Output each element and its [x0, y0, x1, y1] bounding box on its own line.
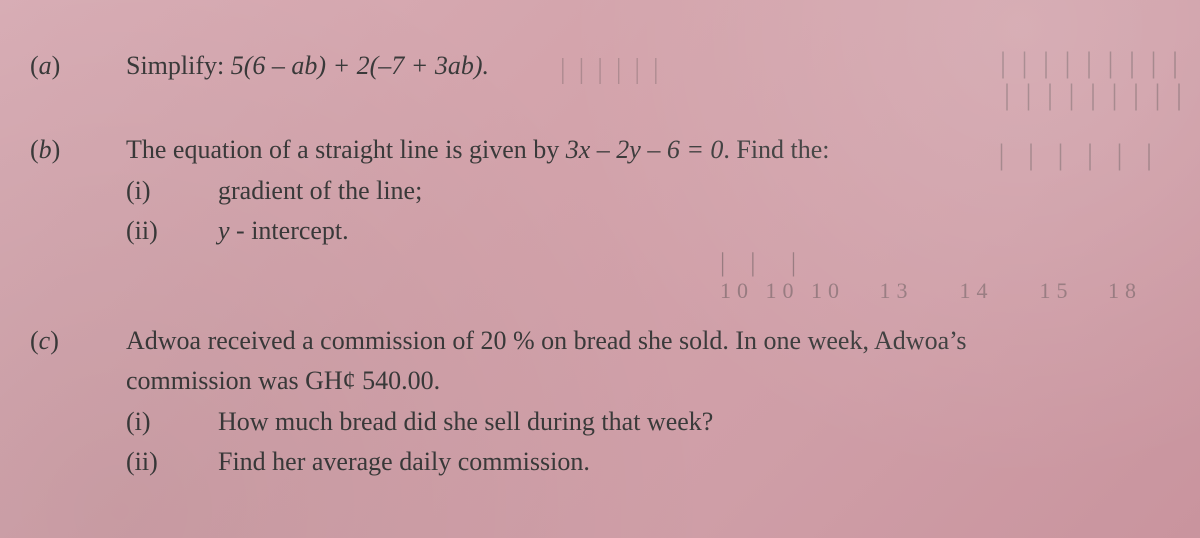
- problem-a-prompt: Simplify:: [126, 51, 231, 80]
- problem-b-equation: 3x – 2y – 6 = 0: [566, 135, 724, 164]
- problem-b-ii-label: (ii): [126, 211, 218, 251]
- problem-b-i-text: gradient of the line;: [218, 171, 422, 211]
- problem-c-i-text: How much bread did she sell during that …: [218, 402, 713, 442]
- handwriting-count-numbers: 10 10 10 13 14 15 18: [720, 278, 1142, 304]
- problem-c-body: Adwoa received a commission of 20 % on b…: [126, 321, 1170, 482]
- problem-b: (b) The equation of a straight line is g…: [30, 130, 1170, 251]
- problem-c-i-label: (i): [126, 402, 218, 442]
- exam-page: (a) Simplify: 5(6 – ab) + 2(–7 + 3ab). (…: [0, 0, 1200, 538]
- problem-b-intro: The equation of a straight line is given…: [126, 130, 1170, 170]
- problem-b-body: The equation of a straight line is given…: [126, 130, 1170, 251]
- problem-a-expression: 5(6 – ab) + 2(–7 + 3ab).: [231, 51, 489, 80]
- problem-b-ii-text: y - intercept.: [218, 211, 349, 251]
- problem-c-i: (i) How much bread did she sell during t…: [126, 402, 1170, 442]
- problem-b-intro-text: The equation of a straight line is given…: [126, 135, 566, 164]
- problem-b-ii-var: y: [218, 216, 230, 245]
- problem-b-i: (i) gradient of the line;: [126, 171, 1170, 211]
- problem-c-line1: Adwoa received a commission of 20 % on b…: [126, 321, 1170, 361]
- problem-c-ii-label: (ii): [126, 442, 218, 482]
- problem-b-intro-tail: . Find the:: [723, 135, 829, 164]
- problem-a-label: (a): [30, 46, 126, 86]
- cedi-symbol: ¢: [343, 366, 356, 395]
- problem-c-amount: 540.00.: [356, 366, 441, 395]
- problem-c-ii: (ii) Find her average daily commission.: [126, 442, 1170, 482]
- handwriting-count-ticks: | | |: [720, 248, 800, 278]
- problem-c: (c) Adwoa received a commission of 20 % …: [30, 321, 1170, 482]
- problem-c-line2-pre: commission was GH: [126, 366, 343, 395]
- problem-a-body: Simplify: 5(6 – ab) + 2(–7 + 3ab).: [126, 46, 1170, 86]
- problem-a: (a) Simplify: 5(6 – ab) + 2(–7 + 3ab).: [30, 46, 1170, 86]
- problem-c-line2: commission was GH¢ 540.00.: [126, 361, 1170, 401]
- problem-b-ii: (ii) y - intercept.: [126, 211, 1170, 251]
- problem-c-label: (c): [30, 321, 126, 361]
- problem-b-label: (b): [30, 130, 126, 170]
- problem-c-ii-text: Find her average daily commission.: [218, 442, 590, 482]
- problem-b-i-label: (i): [126, 171, 218, 211]
- problem-b-ii-tail: - intercept.: [230, 216, 349, 245]
